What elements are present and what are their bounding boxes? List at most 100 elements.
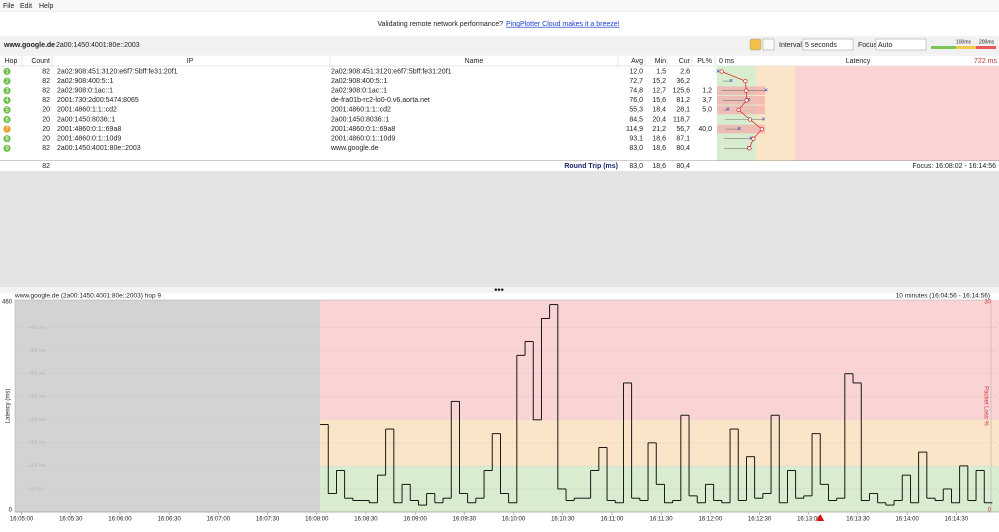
threshold-label: 100ms xyxy=(956,39,972,45)
latency-current: × xyxy=(729,78,733,85)
column-header: Cur xyxy=(679,58,691,65)
hop-ip: 2a00:1450:4001:80e::2003 xyxy=(57,145,141,152)
latency-avg xyxy=(743,78,748,84)
x-tick-label: 16:05:00 xyxy=(10,517,34,523)
hop-count: 20 xyxy=(42,136,50,143)
hop-avg: 74,8 xyxy=(629,88,643,95)
hop-cur: 81,2 xyxy=(676,97,690,104)
hop-name: 2001:4860:1:1::cd2 xyxy=(331,107,391,114)
hop-name: 2001:4860:0:1::10d9 xyxy=(331,136,395,143)
y-tick-label: 150 ms xyxy=(29,440,46,446)
x-tick-label: 16:12:30 xyxy=(748,517,772,523)
y-tick-label: 0 xyxy=(9,508,13,514)
hop-ip: 2001:4860:0:1::69a8 xyxy=(57,126,121,133)
splitter-grip[interactable]: ••• xyxy=(494,284,503,294)
x-tick-label: 16:12:00 xyxy=(699,517,723,523)
hop-avg: 76,0 xyxy=(629,97,643,104)
hop-name: 2a02:908:0:1ac::1 xyxy=(331,88,387,95)
hop-packet-loss: 40,0 xyxy=(698,126,712,133)
hop-badge xyxy=(3,77,11,85)
column-header: Latency xyxy=(846,58,871,65)
latency-band xyxy=(320,300,999,420)
hop-ip: 2a02:908:0:1ac::1 xyxy=(57,88,113,95)
hop-min: 12,7 xyxy=(652,88,666,95)
latency-current: × xyxy=(737,126,741,133)
hop-count: 82 xyxy=(42,145,50,152)
threshold-label: 200ms xyxy=(979,39,995,45)
hop-ip: 2a00:1450:8036::1 xyxy=(57,116,115,123)
x-tick-label: 16:09:30 xyxy=(453,517,477,523)
hop-count: 82 xyxy=(42,97,50,104)
threshold-bar-good xyxy=(931,46,956,49)
hop-number: 8 xyxy=(5,137,9,143)
y-tick-label: 460 xyxy=(2,300,13,306)
pause-button[interactable] xyxy=(749,38,762,51)
x-tick-label: 16:06:30 xyxy=(157,517,181,523)
latency-current: × xyxy=(716,68,720,75)
menu-item[interactable]: File xyxy=(3,3,14,10)
hop-badge xyxy=(3,115,11,124)
y-tick-label: 300 ms xyxy=(29,371,46,377)
latency-avg xyxy=(744,98,749,103)
target-address: 2a00:1450:4001:80e::2003 xyxy=(56,42,140,49)
hop-badge xyxy=(3,135,11,143)
hop-number: 6 xyxy=(5,117,9,123)
hop-cur: 2,6 xyxy=(680,68,690,75)
menu-item[interactable]: Edit xyxy=(20,3,32,10)
y-tick-label: 50 ms xyxy=(29,486,43,492)
y2-axis-label: Packet Loss % xyxy=(982,386,988,426)
x-tick-label: 16:10:00 xyxy=(502,517,526,523)
y-tick-label: 200 ms xyxy=(29,417,46,423)
hop-cur: 28,1 xyxy=(676,107,690,114)
focus-select[interactable] xyxy=(875,38,927,51)
column-header: Name xyxy=(465,58,484,65)
summary-count: 82 xyxy=(42,163,50,170)
hop-badge xyxy=(3,144,11,152)
options-button[interactable] xyxy=(762,38,775,51)
interval-select[interactable] xyxy=(802,38,854,51)
hop-number: 9 xyxy=(5,146,9,152)
loss-highlight xyxy=(717,105,765,115)
y-tick-label: 100 ms xyxy=(29,463,46,469)
hop-number: 3 xyxy=(5,89,9,95)
hop-badge xyxy=(3,96,11,104)
menu-item[interactable]: Help xyxy=(39,3,54,10)
menu-bar xyxy=(0,0,999,11)
summary-avg: 83,0 xyxy=(629,163,643,170)
latency-avg xyxy=(751,136,756,141)
hop-badge xyxy=(3,67,11,76)
target-host: www.google.de xyxy=(3,42,55,49)
column-header: PL% xyxy=(697,58,712,65)
hop-badge xyxy=(3,106,11,114)
chart-subtitle: 10 minutes (16:04:56 - 16:14:56) xyxy=(896,293,990,300)
hop-packet-loss: 5,0 xyxy=(702,107,712,114)
column-header: Avg xyxy=(631,58,643,65)
hop-ip: 2001:4860:0:1::10d9 xyxy=(57,136,121,143)
banner-link[interactable]: PingPlotter Cloud makes it a breeze! xyxy=(506,21,620,28)
hop-min: 21,2 xyxy=(652,126,666,133)
chart-title: www.google.de (2a00:1450:4001:80e::2003)… xyxy=(14,293,161,300)
hop-count: 82 xyxy=(42,88,50,95)
y-axis-label: Latency (ms) xyxy=(6,389,12,424)
hop-name: de-fra01b-rc2-lo0-0.v6.aorta.net xyxy=(331,97,430,104)
hop-cur: 125,6 xyxy=(672,88,690,95)
hop-name: 2a00:1450:8036::1 xyxy=(331,116,389,123)
x-tick-label: 16:07:30 xyxy=(256,517,280,523)
hop-cur: 56,7 xyxy=(676,126,690,133)
x-tick-label: 16:14:00 xyxy=(895,517,919,523)
column-header: Count xyxy=(31,58,50,65)
toolbar xyxy=(0,37,999,53)
hop-min: 15,6 xyxy=(652,97,666,104)
hop-packet-loss: 3,7 xyxy=(702,97,712,104)
hop-cur: 87,1 xyxy=(676,136,690,143)
x-tick-label: 16:14:30 xyxy=(945,517,969,523)
hop-cur: 118,7 xyxy=(673,116,690,123)
x-tick-label: 16:09:00 xyxy=(403,517,427,523)
latency-current: × xyxy=(726,107,730,114)
hop-avg: 84,5 xyxy=(629,116,643,123)
x-tick-label: 16:08:30 xyxy=(354,517,378,523)
latency-avg xyxy=(759,126,765,132)
focus-label: Focus xyxy=(858,42,878,49)
